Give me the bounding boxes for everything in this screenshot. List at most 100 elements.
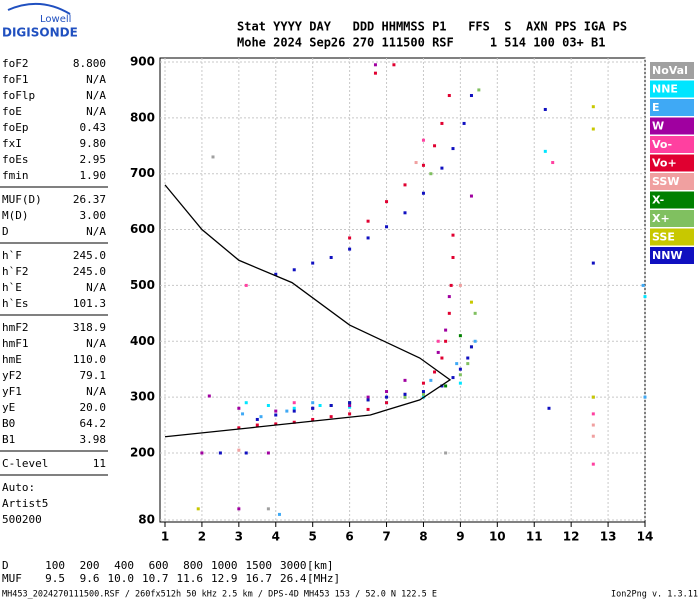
legend-swatch bbox=[650, 117, 694, 135]
echo-point bbox=[641, 283, 645, 287]
y-tick-label: 500 bbox=[130, 278, 155, 292]
muf-value: 10.0 bbox=[108, 572, 135, 585]
echo-point bbox=[591, 434, 595, 438]
echo-point bbox=[403, 392, 407, 396]
legend-label: W bbox=[652, 120, 664, 133]
auto-text: 500200 bbox=[2, 513, 42, 526]
echo-point bbox=[447, 311, 451, 315]
echo-point bbox=[421, 191, 425, 195]
echo-point bbox=[421, 392, 425, 396]
echo-point bbox=[318, 404, 322, 407]
muf-value: 200 bbox=[80, 559, 100, 572]
muf-value: 3000 bbox=[280, 559, 307, 572]
x-tick-label: 12 bbox=[563, 530, 580, 544]
y-tick-label: 600 bbox=[130, 222, 155, 236]
param-value: N/A bbox=[86, 105, 106, 118]
echo-point bbox=[458, 334, 462, 338]
param-name: B0 bbox=[2, 417, 15, 430]
y-tick-label: 200 bbox=[130, 445, 155, 459]
x-tick-label: 4 bbox=[272, 530, 280, 544]
echo-point bbox=[421, 381, 425, 385]
echo-point bbox=[403, 378, 407, 382]
y-tick-label: 900 bbox=[130, 55, 155, 69]
echo-point bbox=[292, 406, 296, 410]
muf-value: 11.6 bbox=[177, 572, 204, 585]
echo-point bbox=[237, 406, 241, 410]
echo-point bbox=[274, 422, 278, 426]
x-tick-label: 8 bbox=[419, 530, 427, 544]
echo-point bbox=[473, 339, 477, 343]
echo-point bbox=[591, 395, 595, 399]
echo-point bbox=[449, 283, 453, 287]
param-value: 110.0 bbox=[73, 353, 106, 366]
param-value: 101.3 bbox=[73, 297, 106, 310]
footer-file: MH453_2024270111500.RSF / 260fx512h 50 k… bbox=[2, 590, 437, 600]
legend-swatch bbox=[650, 191, 694, 209]
echo-point bbox=[373, 71, 377, 75]
echo-point bbox=[451, 255, 455, 259]
echo-point bbox=[385, 390, 389, 394]
echo-point bbox=[591, 423, 595, 427]
param-name: C-level bbox=[2, 457, 48, 470]
logo-swoosh bbox=[7, 2, 71, 15]
echo-point bbox=[292, 401, 296, 405]
legend-swatch bbox=[650, 173, 694, 190]
echo-point bbox=[455, 362, 459, 366]
param-value: 318.9 bbox=[73, 321, 106, 334]
param-name: h`F bbox=[2, 249, 22, 262]
legend-label: SSE bbox=[652, 231, 675, 244]
y-tick-label: 800 bbox=[130, 110, 155, 124]
y-tick-label: 80 bbox=[138, 513, 155, 527]
legend-swatch bbox=[650, 99, 694, 116]
echo-point bbox=[311, 401, 315, 405]
echo-point bbox=[436, 339, 440, 343]
echo-point bbox=[385, 395, 389, 399]
echo-point bbox=[292, 268, 296, 272]
muf-value: 9.5 bbox=[45, 572, 65, 585]
logo-top: Lowell bbox=[40, 14, 71, 25]
echo-point bbox=[543, 149, 547, 153]
echo-point bbox=[469, 300, 473, 304]
muf-value: 600 bbox=[149, 559, 169, 572]
echo-point bbox=[366, 236, 370, 240]
echo-point bbox=[285, 409, 289, 413]
echo-point bbox=[477, 88, 481, 92]
echo-point bbox=[458, 367, 462, 371]
echo-point bbox=[329, 255, 333, 259]
echo-point bbox=[211, 155, 215, 159]
param-name: yE bbox=[2, 401, 15, 414]
x-tick-label: 13 bbox=[600, 530, 617, 544]
echo-point bbox=[366, 219, 370, 223]
echo-point bbox=[385, 200, 389, 204]
echo-point bbox=[643, 295, 647, 299]
echo-point bbox=[237, 507, 241, 511]
param-value: 79.1 bbox=[80, 369, 107, 382]
param-value: N/A bbox=[86, 337, 106, 350]
echo-point bbox=[329, 415, 333, 419]
y-tick-label: 300 bbox=[130, 390, 155, 404]
profile-line bbox=[164, 184, 452, 438]
echo-point bbox=[451, 233, 455, 237]
echo-point bbox=[366, 407, 370, 411]
param-value: 26.37 bbox=[73, 193, 106, 206]
echo-point bbox=[241, 412, 245, 416]
legend-label: X- bbox=[652, 194, 664, 207]
echo-point bbox=[458, 373, 462, 377]
legend-label: Vo- bbox=[652, 138, 672, 151]
echo-point bbox=[207, 394, 211, 398]
muf-unit: [MHz] bbox=[307, 572, 340, 585]
echo-point bbox=[469, 194, 473, 198]
echo-point bbox=[458, 283, 462, 287]
param-value: 64.2 bbox=[80, 417, 107, 430]
muf-label: MUF bbox=[2, 572, 22, 585]
echo-point bbox=[196, 507, 200, 511]
echo-point bbox=[348, 401, 352, 405]
echo-point bbox=[311, 417, 315, 421]
echo-point bbox=[451, 147, 455, 151]
param-value: 245.0 bbox=[73, 249, 106, 262]
param-name: B1 bbox=[2, 433, 15, 446]
param-value: N/A bbox=[86, 225, 106, 238]
echo-point bbox=[277, 512, 281, 516]
echo-point bbox=[329, 404, 333, 407]
echo-point bbox=[385, 225, 389, 229]
